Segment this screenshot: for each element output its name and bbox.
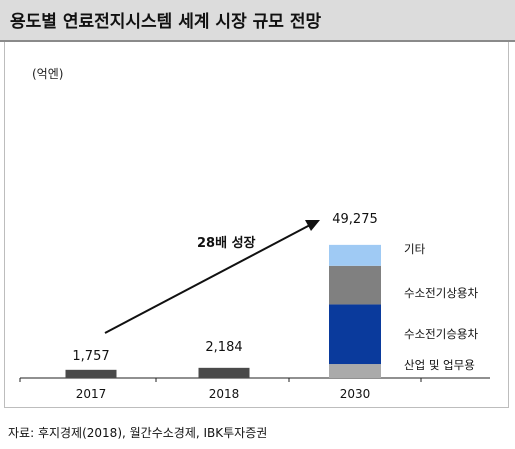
total-label-2018: 2,184: [205, 340, 242, 355]
unit-label: (억엔): [32, 67, 63, 81]
bar-segment-2030-3: [329, 244, 381, 266]
growth-annotation: 28배 성장: [197, 235, 256, 251]
page-title: 용도별 연료전지시스템 세계 시장 규모 전망: [10, 12, 322, 32]
header-bar: 용도별 연료전지시스템 세계 시장 규모 전망: [0, 0, 515, 40]
header-divider: [0, 40, 515, 42]
total-label-2017: 1,757: [72, 349, 109, 364]
x-tick-label-2030: 2030: [340, 387, 371, 401]
growth-arrow-head: [305, 220, 320, 231]
legend-label-1: 수소전기승용차: [404, 327, 478, 341]
growth-arrow-line: [104, 224, 311, 334]
chart-frame: [4, 42, 509, 408]
legend-label-2: 수소전기상용차: [404, 286, 478, 300]
legend-label-0: 산업 및 업무용: [404, 358, 475, 372]
bar-2018: [198, 367, 250, 378]
bar-2017: [65, 369, 117, 378]
x-tick-label-2017: 2017: [76, 387, 107, 401]
total-label-2030: 49,275: [332, 212, 378, 227]
bar-segment-2030-0: [329, 364, 381, 378]
bar-segment-2030-1: [329, 304, 381, 365]
legend-label-3: 기타: [404, 242, 426, 256]
x-tick-label-2018: 2018: [209, 387, 240, 401]
bar-segment-2030-2: [329, 265, 381, 305]
source-note: 자료: 후지경제(2018), 월간수소경제, IBK투자증권: [8, 426, 268, 440]
